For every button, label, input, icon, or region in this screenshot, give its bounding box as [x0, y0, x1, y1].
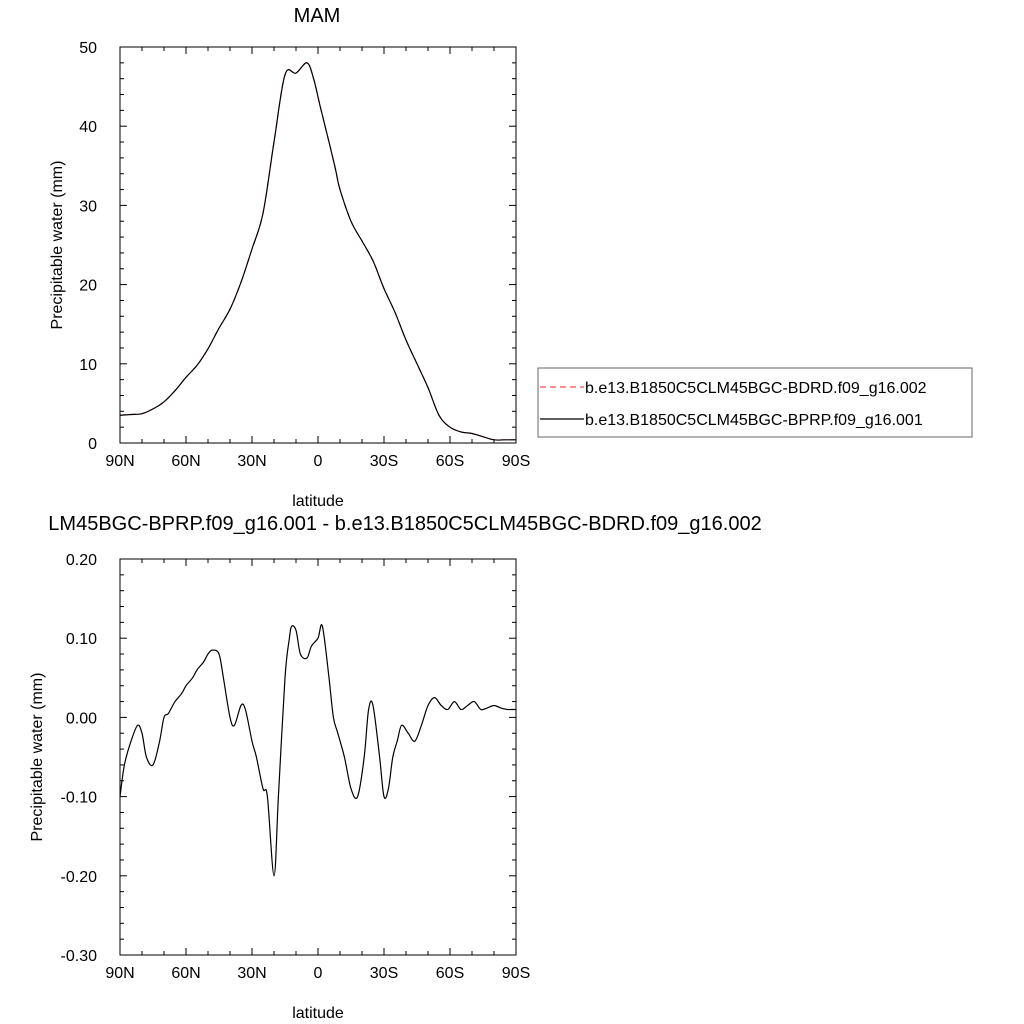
y-axis-title: Precipitable water (mm) — [29, 673, 46, 842]
x-tick-label: 90S — [502, 965, 530, 982]
y-tick-label: 30 — [79, 198, 97, 215]
x-axis: 90N 60N 30N 0 30S 60S 90S — [105, 47, 530, 470]
x-tick-label: 90N — [105, 453, 134, 470]
y-tick-label: 0 — [88, 436, 97, 453]
chart-title: MAM — [294, 5, 341, 27]
y-tick-label: 0.00 — [66, 710, 97, 727]
x-tick-label: 30S — [370, 965, 398, 982]
chart-title: LM45BGC-BPRP.f09_g16.001 - b.e13.B1850C5… — [48, 513, 761, 535]
y-axis: 0 10 20 30 40 50 — [79, 40, 516, 453]
legend-label-bdrd: b.e13.B1850C5CLM45BGC-BDRD.f09_g16.002 — [585, 380, 927, 397]
x-tick-label: 0 — [314, 453, 323, 470]
x-tick-label: 60N — [171, 453, 200, 470]
x-axis-title: latitude — [292, 1005, 344, 1022]
x-tick-label: 30S — [370, 453, 398, 470]
x-tick-label: 90S — [502, 453, 530, 470]
x-tick-label: 60N — [171, 965, 200, 982]
y-tick-label: 40 — [79, 119, 97, 136]
legend: b.e13.B1850C5CLM45BGC-BDRD.f09_g16.002 b… — [537, 367, 973, 438]
y-tick-label: 50 — [79, 40, 97, 57]
y-tick-label: -0.10 — [61, 790, 98, 807]
y-axis: -0.30 -0.20 -0.10 0.00 0.10 0.20 — [61, 552, 516, 965]
series-group — [119, 62, 516, 441]
legend-box — [537, 367, 973, 438]
x-tick-label: 60S — [436, 453, 464, 470]
series-line-1 — [119, 62, 516, 441]
plot-top: MAM 90N 60N 30N 0 30S 60S 90S 0 10 20 30 40 50 lati… — [49, 5, 973, 510]
y-tick-label: 20 — [79, 278, 97, 295]
x-axis: 90N 60N 30N 0 30S 60S 90S — [105, 559, 530, 982]
plot-frame — [119, 558, 517, 956]
y-tick-label: 10 — [79, 357, 97, 374]
legend-label-bprp: b.e13.B1850C5CLM45BGC-BPRP.f09_g16.001 — [585, 412, 923, 429]
x-tick-label: 30N — [237, 453, 266, 470]
series-group — [119, 624, 516, 877]
x-tick-label: 0 — [314, 965, 323, 982]
x-tick-label: 90N — [105, 965, 134, 982]
y-axis-title: Precipitable water (mm) — [49, 161, 66, 330]
x-axis-title: latitude — [292, 493, 344, 510]
y-tick-label: -0.30 — [61, 948, 98, 965]
y-tick-label: -0.20 — [61, 869, 98, 886]
x-tick-label: 60S — [436, 965, 464, 982]
series-line-2 — [119, 62, 516, 441]
plot-bottom: LM45BGC-BPRP.f09_g16.001 - b.e13.B1850C5… — [29, 513, 762, 1022]
plot-frame — [119, 46, 517, 444]
y-tick-label: 0.20 — [66, 552, 97, 569]
y-tick-label: 0.10 — [66, 631, 97, 648]
x-tick-label: 30N — [237, 965, 266, 982]
series-line-1 — [119, 624, 516, 877]
